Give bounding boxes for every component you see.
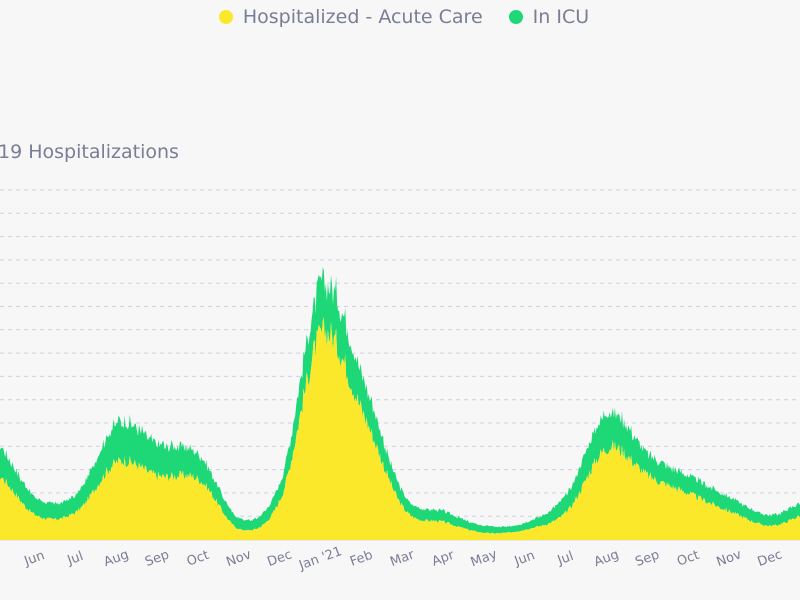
x-tick-label: May — [469, 547, 500, 570]
x-tick-label: Apr — [430, 548, 457, 570]
legend-item-acute-care[interactable]: Hospitalized - Acute Care — [211, 6, 483, 28]
chart-title: 19 Hospitalizations — [0, 141, 179, 163]
chart-legend: Hospitalized - Acute Care In ICU — [0, 6, 800, 28]
x-tick-label: Jul — [555, 549, 576, 569]
legend-label-icu: In ICU — [532, 6, 590, 28]
series-area-icu — [0, 267, 800, 534]
legend-swatch-icu — [508, 10, 523, 24]
x-tick-label: Oct — [185, 548, 211, 570]
legend-label-acute-care: Hospitalized - Acute Care — [242, 6, 483, 28]
x-tick-label: Feb — [348, 548, 375, 570]
x-tick-label: Dec — [265, 547, 294, 570]
series-area-acute-care — [0, 317, 800, 540]
chart-areas — [0, 267, 800, 540]
x-tick-label: Mar — [388, 547, 417, 570]
x-tick-label: Jun — [22, 548, 47, 569]
x-tick-label: Aug — [102, 547, 131, 570]
x-axis: Jun Jul Aug Sep Oct Nov Dec Jan '21 Feb Mar Apr May… — [22, 544, 785, 574]
x-tick-label: Dec — [756, 547, 785, 570]
x-tick-label: Oct — [675, 548, 701, 570]
legend-swatch-acute-care — [218, 10, 233, 24]
x-tick-label: Sep — [143, 547, 171, 569]
x-tick-label: Aug — [592, 547, 621, 570]
x-tick-label: Sep — [633, 547, 661, 569]
x-tick-label: Nov — [224, 547, 253, 570]
x-tick-label: Nov — [715, 547, 744, 570]
x-tick-label: Jul — [65, 549, 86, 569]
x-tick-label: Jun — [512, 548, 537, 569]
legend-item-icu[interactable]: In ICU — [501, 6, 589, 28]
x-tick-label: Jan '21 — [296, 544, 344, 574]
